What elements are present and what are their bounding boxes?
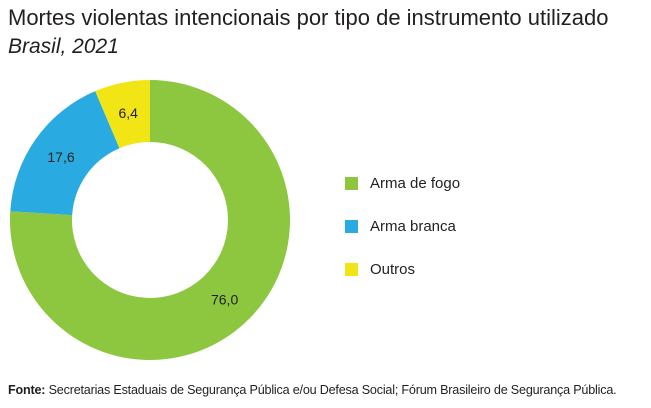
slice-arma-branca — [10, 91, 120, 216]
legend-swatch-arma-de-fogo — [345, 176, 358, 190]
data-label-arma-branca: 17,6 — [47, 149, 74, 165]
source-text: Secretarias Estaduais de Segurança Públi… — [48, 383, 617, 397]
chart-title: Mortes violentas intencionais por tipo d… — [8, 5, 609, 30]
legend-swatch-arma-branca — [345, 219, 358, 233]
legend-label-outros: Outros — [370, 260, 416, 278]
legend-item-outros: Outros — [345, 258, 460, 280]
source-label: Fonte: — [8, 383, 46, 397]
slice-outros — [95, 80, 150, 149]
data-label-outros: 6,4 — [118, 105, 138, 121]
legend-swatch-outros — [345, 262, 358, 276]
slice-arma-de-fogo — [9, 80, 290, 360]
donut-chart: 76,0 17,6 6,4 — [9, 80, 290, 360]
legend-item-arma-branca: Arma branca — [345, 215, 460, 237]
legend-label-arma-de-fogo: Arma de fogo — [370, 174, 461, 192]
legend-label-arma-branca: Arma branca — [370, 217, 456, 235]
data-label-arma-de-fogo: 76,0 — [211, 291, 238, 307]
source-note: Fonte: Secretarias Estaduais de Seguranç… — [8, 383, 617, 397]
legend-item-arma-de-fogo: Arma de fogo — [345, 172, 460, 194]
chart-subtitle: Brasil, 2021 — [8, 35, 119, 58]
legend: Arma de fogo Arma branca Outros — [345, 172, 460, 301]
